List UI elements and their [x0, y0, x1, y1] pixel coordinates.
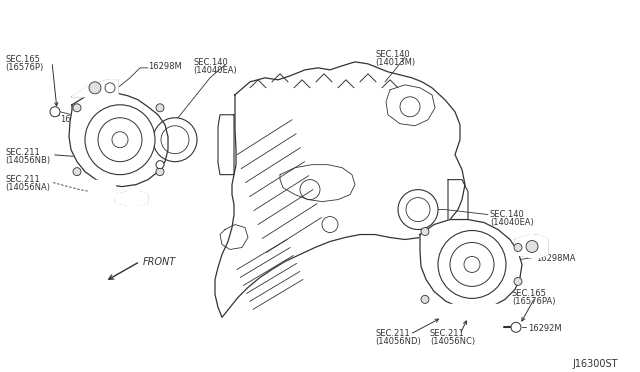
Circle shape — [153, 118, 197, 162]
Text: (14056NB): (14056NB) — [5, 155, 50, 165]
Polygon shape — [215, 62, 465, 317]
Text: (14040EA): (14040EA) — [490, 218, 534, 227]
Text: SEC.211: SEC.211 — [5, 174, 40, 184]
Text: J16300ST: J16300ST — [572, 359, 618, 369]
Circle shape — [85, 105, 155, 174]
Text: SEC.140: SEC.140 — [375, 50, 410, 59]
Circle shape — [398, 190, 438, 230]
Text: 16298MA: 16298MA — [536, 254, 575, 263]
Circle shape — [421, 228, 429, 235]
Circle shape — [156, 168, 164, 176]
Text: SEC.211: SEC.211 — [5, 148, 40, 157]
Polygon shape — [69, 93, 168, 187]
Polygon shape — [88, 180, 115, 198]
Circle shape — [421, 295, 429, 304]
Circle shape — [73, 168, 81, 176]
Circle shape — [73, 104, 81, 112]
Text: 16292M: 16292M — [528, 324, 562, 333]
Text: (14056ND): (14056ND) — [375, 337, 420, 346]
Polygon shape — [515, 234, 548, 257]
Text: 16292M: 16292M — [60, 115, 93, 124]
Polygon shape — [115, 192, 148, 206]
Text: SEC.165: SEC.165 — [5, 55, 40, 64]
Circle shape — [526, 241, 538, 253]
Text: SEC.211: SEC.211 — [430, 329, 465, 338]
Text: (14013M): (14013M) — [375, 58, 415, 67]
Circle shape — [50, 107, 60, 117]
Circle shape — [156, 161, 164, 169]
Circle shape — [89, 82, 101, 94]
Circle shape — [156, 104, 164, 112]
Text: SEC.165: SEC.165 — [512, 289, 547, 298]
Text: (16576PA): (16576PA) — [512, 297, 556, 307]
Text: SEC.211: SEC.211 — [375, 329, 410, 338]
Text: 16298M: 16298M — [148, 62, 182, 71]
Text: SEC.140: SEC.140 — [490, 209, 525, 219]
Text: FRONT: FRONT — [143, 257, 176, 267]
Text: (16576P): (16576P) — [5, 63, 44, 72]
Circle shape — [438, 231, 506, 298]
Text: (14040EA): (14040EA) — [193, 66, 237, 75]
Text: SEC.140: SEC.140 — [193, 58, 228, 67]
Polygon shape — [440, 304, 500, 319]
Polygon shape — [420, 219, 522, 310]
Polygon shape — [72, 80, 118, 97]
Text: (14056NC): (14056NC) — [430, 337, 475, 346]
Text: (14056NA): (14056NA) — [5, 183, 50, 192]
Circle shape — [514, 278, 522, 285]
Circle shape — [514, 244, 522, 251]
Circle shape — [511, 323, 521, 332]
